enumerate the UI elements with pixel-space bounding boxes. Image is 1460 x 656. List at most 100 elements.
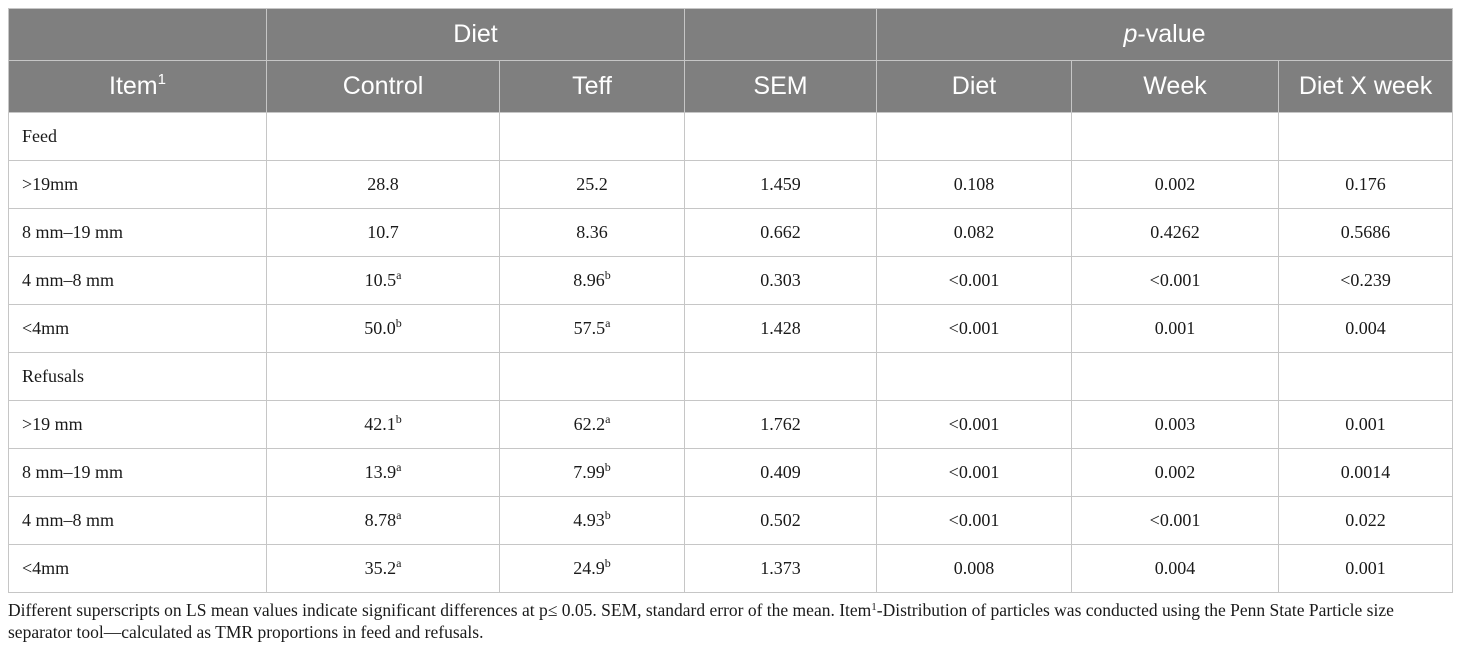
- teff-cell: 8.36: [499, 208, 685, 257]
- teff-value: 24.9: [573, 558, 605, 578]
- empty-cell: [684, 112, 877, 161]
- control-value: 10.5: [364, 270, 397, 290]
- table-row: >19 mm 42.1b 62.2a 1.762 <0.001 0.003 0.001: [8, 400, 1454, 449]
- sem-cell: 1.428: [684, 304, 877, 353]
- diet-x-week-pvalue-cell: 0.0014: [1277, 448, 1454, 497]
- diet-pvalue-cell: <0.001: [876, 304, 1072, 353]
- teff-value: 8.96: [573, 270, 605, 290]
- diet-x-week-pvalue-cell: 0.176: [1277, 160, 1454, 209]
- teff-superscript: b: [604, 508, 611, 522]
- control-cell: 10.7: [266, 208, 500, 257]
- header-sem: SEM: [684, 60, 877, 113]
- teff-superscript: b: [604, 460, 611, 474]
- control-superscript: a: [396, 268, 402, 282]
- empty-cell: [876, 352, 1072, 401]
- table-body: Feed >19mm 28.8 25.2 1.459 0.108 0.002 0.176 8 m…: [8, 112, 1454, 593]
- header-column-row: Item1 Control Teff SEM Diet Week Diet X …: [8, 60, 1454, 113]
- pvalue-suffix: -value: [1137, 20, 1206, 48]
- control-value: 35.2: [364, 558, 397, 578]
- empty-cell: [1071, 352, 1279, 401]
- teff-cell: 8.96b: [499, 256, 685, 305]
- teff-cell: 57.5a: [499, 304, 685, 353]
- control-cell: 28.8: [266, 160, 500, 209]
- pvalue-p-letter: p: [1123, 20, 1138, 48]
- teff-superscript: b: [604, 556, 611, 570]
- table-row: >19mm 28.8 25.2 1.459 0.108 0.002 0.176: [8, 160, 1454, 209]
- control-value: 8.78: [364, 510, 397, 530]
- teff-value: 7.99: [573, 462, 605, 482]
- empty-cell: [1071, 112, 1279, 161]
- sem-cell: 0.662: [684, 208, 877, 257]
- header-diet: Diet: [876, 60, 1072, 113]
- footnote-text-1: Different superscripts on LS mean values…: [8, 600, 872, 620]
- section-row: Feed: [8, 112, 1454, 161]
- item-cell: <4mm: [8, 304, 267, 353]
- item-cell: 4 mm–8 mm: [8, 256, 267, 305]
- empty-cell: [1277, 112, 1454, 161]
- diet-pvalue-cell: <0.001: [876, 400, 1072, 449]
- section-label: Refusals: [8, 352, 267, 401]
- control-superscript: b: [395, 316, 402, 330]
- header-blank-cell: [684, 8, 877, 61]
- sem-cell: 0.409: [684, 448, 877, 497]
- footnote-text-2: -Distribution of particles was conducted…: [8, 600, 1394, 642]
- teff-value: 62.2: [573, 414, 606, 434]
- table-row: 4 mm–8 mm 10.5a 8.96b 0.303 <0.001 <0.001 <0.2…: [8, 256, 1454, 305]
- header-group-row: Diet p-value: [8, 8, 1454, 61]
- diet-pvalue-cell: <0.001: [876, 256, 1072, 305]
- item-cell: 4 mm–8 mm: [8, 496, 267, 545]
- teff-value: 57.5: [573, 318, 606, 338]
- empty-cell: [499, 112, 685, 161]
- diet-pvalue-cell: 0.082: [876, 208, 1072, 257]
- particle-size-table: Diet p-value Item1 Control Teff SEM Diet…: [8, 8, 1454, 593]
- sem-cell: 1.459: [684, 160, 877, 209]
- header-item: Item1: [8, 60, 267, 113]
- week-pvalue-cell: 0.001: [1071, 304, 1279, 353]
- item-cell: 8 mm–19 mm: [8, 208, 267, 257]
- sem-cell: 1.762: [684, 400, 877, 449]
- diet-pvalue-cell: 0.108: [876, 160, 1072, 209]
- teff-superscript: b: [604, 268, 611, 282]
- teff-cell: 7.99b: [499, 448, 685, 497]
- control-value: 50.0: [364, 318, 396, 338]
- control-cell: 10.5a: [266, 256, 500, 305]
- control-value: 28.8: [367, 174, 399, 194]
- diet-x-week-pvalue-cell: 0.001: [1277, 400, 1454, 449]
- diet-pvalue-cell: <0.001: [876, 448, 1072, 497]
- table-row: 4 mm–8 mm 8.78a 4.93b 0.502 <0.001 <0.001 0.02…: [8, 496, 1454, 545]
- item-cell: 8 mm–19 mm: [8, 448, 267, 497]
- diet-x-week-pvalue-cell: <0.239: [1277, 256, 1454, 305]
- week-pvalue-cell: 0.4262: [1071, 208, 1279, 257]
- section-row: Refusals: [8, 352, 1454, 401]
- week-pvalue-cell: <0.001: [1071, 256, 1279, 305]
- footnote-sup: 1: [871, 601, 877, 613]
- diet-x-week-pvalue-cell: 0.001: [1277, 544, 1454, 593]
- header-item-label: Item: [109, 72, 158, 100]
- diet-x-week-pvalue-cell: 0.022: [1277, 496, 1454, 545]
- empty-cell: [266, 112, 500, 161]
- item-cell: >19 mm: [8, 400, 267, 449]
- section-label: Feed: [8, 112, 267, 161]
- week-pvalue-cell: 0.002: [1071, 160, 1279, 209]
- control-value: 13.9: [364, 462, 397, 482]
- teff-superscript: a: [605, 412, 611, 426]
- table-row: 8 mm–19 mm 10.7 8.36 0.662 0.082 0.4262 0.5686: [8, 208, 1454, 257]
- control-cell: 35.2a: [266, 544, 500, 593]
- diet-x-week-pvalue-cell: 0.004: [1277, 304, 1454, 353]
- table-row: <4mm 50.0b 57.5a 1.428 <0.001 0.001 0.004: [8, 304, 1454, 353]
- header-group-diet: Diet: [266, 8, 685, 61]
- header-item-sup: 1: [157, 71, 166, 88]
- diet-x-week-pvalue-cell: 0.5686: [1277, 208, 1454, 257]
- header-week: Week: [1071, 60, 1279, 113]
- teff-value: 4.93: [573, 510, 605, 530]
- empty-cell: [1277, 352, 1454, 401]
- week-pvalue-cell: 0.004: [1071, 544, 1279, 593]
- control-value: 42.1: [364, 414, 396, 434]
- teff-cell: 4.93b: [499, 496, 685, 545]
- week-pvalue-cell: 0.003: [1071, 400, 1279, 449]
- control-cell: 50.0b: [266, 304, 500, 353]
- diet-pvalue-cell: 0.008: [876, 544, 1072, 593]
- empty-cell: [499, 352, 685, 401]
- item-cell: <4mm: [8, 544, 267, 593]
- control-superscript: a: [396, 460, 402, 474]
